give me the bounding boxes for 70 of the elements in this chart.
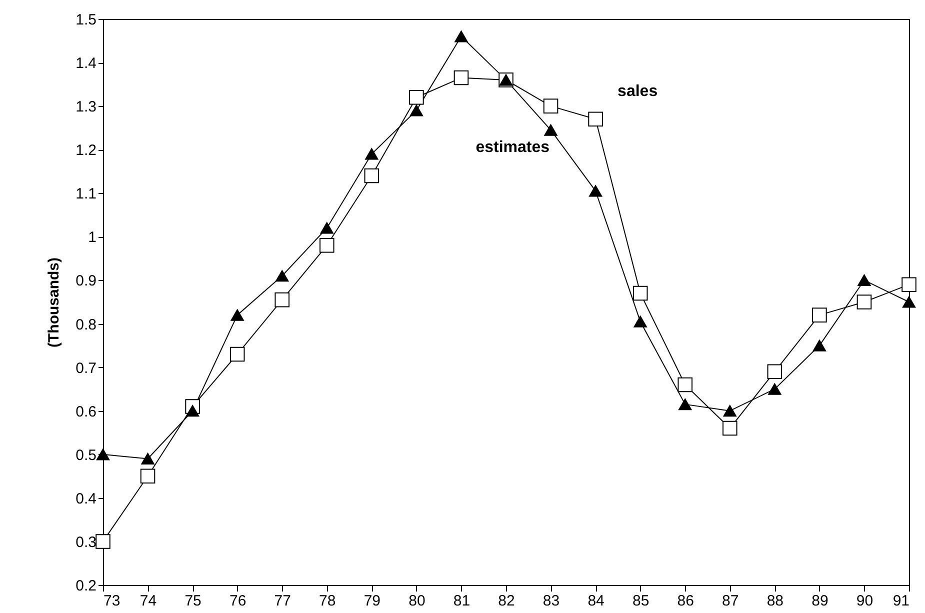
x-tick-label: 76 <box>229 592 246 610</box>
x-tick-label: 88 <box>766 592 784 610</box>
point <box>856 294 872 310</box>
x-tick-label: 91 <box>892 592 910 610</box>
y-tick-label: 1.2 <box>76 142 96 160</box>
y-axis-title: (Thousands) <box>46 258 63 348</box>
point <box>768 383 782 395</box>
y-tick-label: 1.4 <box>76 55 96 72</box>
x-tick-label: 90 <box>856 592 874 610</box>
y-tick-label: 0.6 <box>76 403 96 420</box>
point <box>588 112 603 127</box>
x-tick-label: 74 <box>140 592 157 610</box>
point <box>678 398 692 410</box>
y-tick-label: 0.5 <box>76 446 96 464</box>
point <box>364 168 380 184</box>
point <box>409 90 424 105</box>
point <box>275 270 289 282</box>
point <box>410 104 424 116</box>
point <box>634 316 647 328</box>
x-tick-label: 78 <box>319 592 336 610</box>
x-tick-label: 73 <box>104 592 120 610</box>
point <box>319 238 334 253</box>
point <box>902 296 916 308</box>
point <box>96 534 110 549</box>
point <box>96 448 110 460</box>
point <box>454 70 469 86</box>
point <box>274 292 290 308</box>
y-tick-label: 0.4 <box>76 490 96 508</box>
point <box>767 364 782 380</box>
point <box>544 124 558 136</box>
x-tick-label: 86 <box>677 592 694 610</box>
point <box>543 98 558 114</box>
point <box>858 274 871 286</box>
point <box>230 346 245 362</box>
point <box>722 420 738 436</box>
x-tick-label: 87 <box>722 592 739 610</box>
x-tick-label: 83 <box>542 592 560 610</box>
series-label: sales <box>618 83 658 100</box>
y-tick-label: 1.5 <box>76 12 96 28</box>
y-tick-label: 1.1 <box>76 186 96 203</box>
y-tick-label: 1.3 <box>76 98 96 116</box>
y-tick-label: 0.8 <box>76 316 96 334</box>
x-tick-label: 77 <box>274 592 291 610</box>
x-tick-label: 81 <box>453 592 470 610</box>
point <box>186 405 200 417</box>
y-tick-label: 0.7 <box>76 360 96 377</box>
point <box>723 405 737 417</box>
point <box>230 309 244 321</box>
x-tick-label: 82 <box>498 592 515 610</box>
point <box>678 377 693 392</box>
point <box>140 468 156 484</box>
point <box>365 148 378 160</box>
x-tick-label: 84 <box>588 592 604 610</box>
point <box>812 340 826 352</box>
x-tick-label: 85 <box>632 592 650 610</box>
x-tick-label: 80 <box>408 592 426 610</box>
x-tick-label: 89 <box>812 592 828 610</box>
x-tick-label: 79 <box>364 592 381 610</box>
x-tick-label: 75 <box>184 592 202 610</box>
point <box>902 277 916 292</box>
point <box>141 452 154 465</box>
y-tick-label: 0.2 <box>76 578 96 594</box>
point <box>454 30 468 42</box>
point <box>320 222 334 234</box>
point <box>812 308 827 322</box>
series-label: estimates <box>476 138 550 156</box>
y-tick-label: 0.9 <box>76 272 96 290</box>
point <box>632 286 648 301</box>
y-tick-label: 1 <box>88 229 96 246</box>
point <box>588 185 602 197</box>
